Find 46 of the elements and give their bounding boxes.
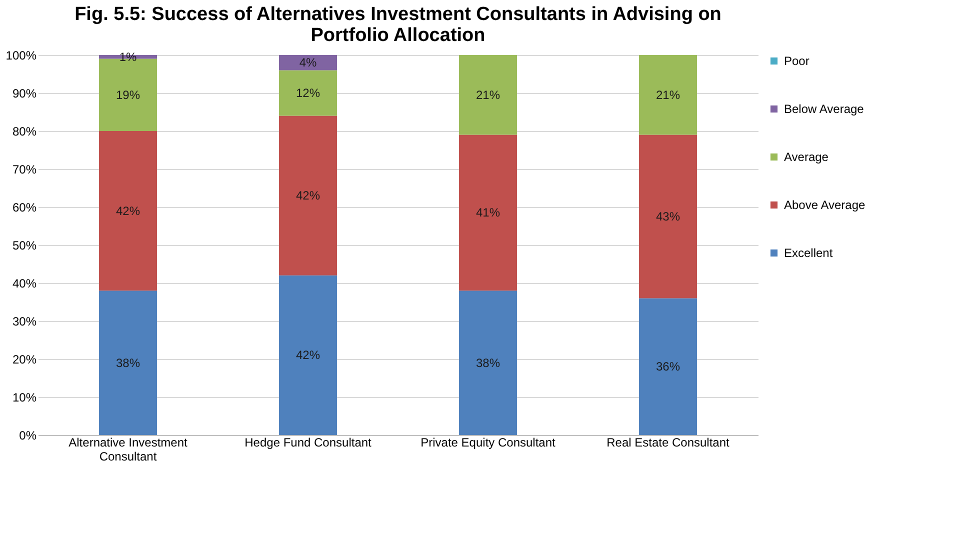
- y-tick-label: 60%: [12, 200, 37, 214]
- bar: [639, 55, 697, 135]
- y-tick-label: 50%: [12, 238, 37, 252]
- bar: [99, 131, 157, 291]
- y-tick-label: 30%: [12, 314, 37, 328]
- bar: [459, 290, 517, 435]
- chart-title: Fig. 5.5: Success of Alternatives Investment Consultants in Advising on Portfolio Allocation: [74, 4, 722, 46]
- legend-label: Average: [784, 150, 829, 164]
- legend-label: Above Average: [784, 198, 866, 212]
- legend-label: Below Average: [784, 102, 864, 116]
- data-label: 42%: [116, 204, 140, 218]
- y-tick-label: 20%: [12, 352, 37, 366]
- data-label: 38%: [476, 356, 500, 370]
- bar: [279, 55, 337, 70]
- x-tick-label: Real Estate Consultant: [606, 436, 730, 450]
- y-tick-label: 90%: [12, 86, 37, 100]
- data-label: 43%: [656, 210, 680, 224]
- data-label: 19%: [116, 88, 140, 102]
- y-tick-label: 70%: [12, 162, 37, 176]
- data-label: 41%: [476, 206, 500, 220]
- data-label: 42%: [296, 348, 320, 362]
- data-label: 21%: [656, 88, 680, 102]
- data-label: 4%: [299, 56, 317, 70]
- bar: [279, 116, 337, 276]
- bar: [459, 55, 517, 135]
- bar: [639, 298, 697, 435]
- bar: [639, 134, 697, 298]
- y-tick-label: 10%: [12, 390, 37, 404]
- bar: [459, 134, 517, 291]
- data-label: 21%: [476, 88, 500, 102]
- y-tick-label: 100%: [6, 48, 37, 62]
- data-label: 42%: [296, 188, 320, 203]
- y-tick-label: 80%: [12, 124, 37, 138]
- x-tick-label: Alternative Investment Consultant: [68, 436, 188, 464]
- data-label: 38%: [116, 356, 140, 370]
- data-label: 12%: [296, 86, 320, 100]
- y-tick-label: 0%: [19, 428, 37, 442]
- bar: [99, 290, 157, 435]
- y-tick-label: 40%: [12, 276, 37, 290]
- x-tick-label: Hedge Fund Consultant: [244, 436, 372, 450]
- bar: [279, 275, 337, 435]
- bar: [279, 70, 337, 116]
- data-label: 36%: [656, 360, 680, 374]
- x-tick-label: Private Equity Consultant: [420, 436, 556, 450]
- legend-label: Excellent: [784, 246, 834, 260]
- legend-label: Poor: [784, 54, 810, 68]
